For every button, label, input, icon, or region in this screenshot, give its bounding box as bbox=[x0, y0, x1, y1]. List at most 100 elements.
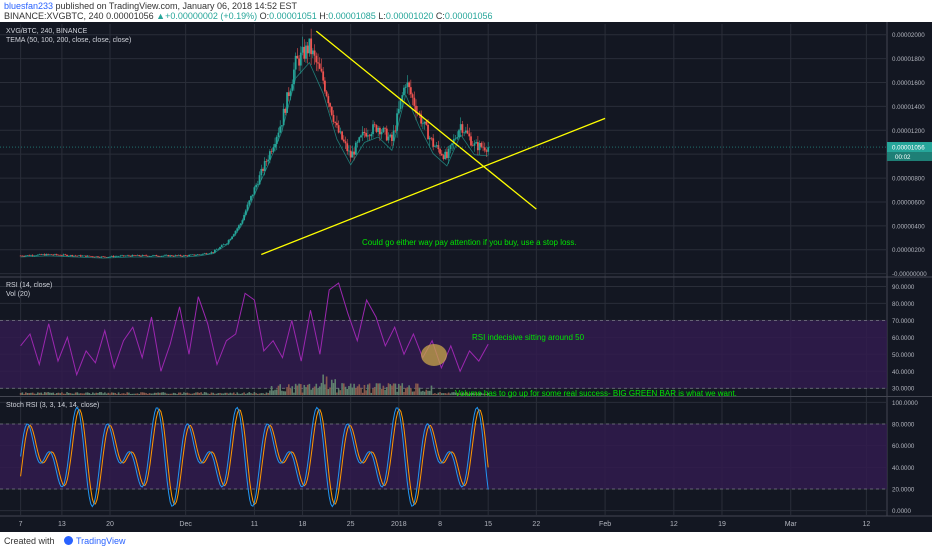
volume-bar bbox=[226, 392, 228, 395]
candle-body bbox=[356, 141, 359, 143]
publish-text: published on TradingView.com, January 06… bbox=[53, 1, 298, 11]
volume-bar bbox=[160, 392, 163, 395]
candle-body bbox=[485, 150, 488, 152]
volume-bar bbox=[434, 393, 436, 395]
volume-bar bbox=[398, 383, 400, 395]
candle-body bbox=[368, 135, 371, 137]
volume-bar bbox=[135, 393, 137, 395]
volume-bar bbox=[313, 386, 316, 395]
candle-body bbox=[454, 138, 457, 140]
last-time-label: 00:02 bbox=[895, 154, 911, 161]
volume-bar bbox=[162, 392, 165, 395]
volume-bar bbox=[265, 392, 268, 395]
candle-body bbox=[442, 155, 445, 159]
volume-bar bbox=[50, 392, 53, 395]
stoch-k-line bbox=[20, 406, 489, 508]
candle-body bbox=[129, 255, 132, 257]
y-tick-label: 0.00001800 bbox=[892, 56, 925, 63]
candle-body bbox=[353, 151, 356, 155]
volume-bar bbox=[367, 384, 369, 395]
author-link[interactable]: bluesfan233 bbox=[4, 1, 54, 11]
volume-bar bbox=[485, 393, 488, 395]
candle-body bbox=[471, 145, 474, 147]
volume-bar bbox=[83, 393, 86, 395]
tradingview-link[interactable]: TradingView bbox=[76, 536, 126, 546]
volume-bar bbox=[269, 390, 271, 395]
candle-body bbox=[195, 255, 197, 256]
candle-body bbox=[427, 124, 429, 140]
candle-body bbox=[408, 82, 411, 88]
candle-body bbox=[313, 50, 316, 56]
volume-bar bbox=[437, 392, 440, 395]
candle-body bbox=[349, 150, 352, 158]
y-tick-label: 40.0000 bbox=[892, 369, 915, 376]
volume-bar bbox=[260, 393, 263, 395]
volume-bar bbox=[257, 393, 259, 395]
candle-body bbox=[452, 139, 455, 144]
pane-title: XVG/BTC, 240, BINANCE bbox=[6, 28, 88, 35]
candle-body bbox=[136, 255, 139, 256]
volume-bar bbox=[88, 392, 91, 395]
volume-bar bbox=[54, 393, 56, 395]
candle-body bbox=[110, 255, 113, 257]
rsi-annotation: RSI indecisive sitting around 50 bbox=[472, 333, 585, 342]
candle-body bbox=[387, 136, 390, 141]
volume-bar bbox=[315, 383, 318, 395]
volume-bar bbox=[332, 383, 335, 395]
volume-bar bbox=[272, 390, 275, 395]
volume-bar bbox=[349, 383, 352, 395]
candle-body bbox=[105, 257, 108, 258]
volume-bar bbox=[220, 393, 223, 395]
volume-bar bbox=[303, 384, 306, 395]
candle-body bbox=[389, 134, 392, 137]
volume-bar bbox=[98, 392, 101, 395]
candle-body bbox=[294, 55, 297, 70]
volume-bar bbox=[279, 384, 281, 395]
candle-body bbox=[380, 131, 383, 135]
candle-body bbox=[50, 254, 53, 255]
volume-bar bbox=[468, 393, 471, 395]
candle-body bbox=[434, 146, 436, 147]
volume-bar bbox=[140, 392, 142, 395]
volume-bar bbox=[177, 392, 180, 395]
candle-body bbox=[107, 256, 110, 258]
candle-body bbox=[183, 255, 185, 257]
volume-bar bbox=[174, 393, 177, 395]
candle-body bbox=[470, 136, 472, 146]
volume-bar bbox=[478, 392, 481, 395]
candle-body bbox=[325, 91, 328, 97]
candle-body bbox=[241, 220, 244, 224]
volume-bar bbox=[169, 393, 171, 395]
candle-body bbox=[250, 195, 252, 201]
volume-bar bbox=[141, 392, 144, 395]
volume-bar bbox=[274, 389, 276, 395]
volume-bar bbox=[86, 392, 89, 395]
y-tick-label: 0.00001200 bbox=[892, 128, 925, 135]
candle-body bbox=[150, 255, 153, 257]
candle-body bbox=[391, 134, 393, 141]
candle-body bbox=[90, 256, 93, 257]
chart-canvas[interactable]: 0.00002000 0.00001800 0.00001600 0.00001400… bbox=[0, 22, 932, 532]
volume-bar bbox=[380, 388, 383, 395]
candle-body bbox=[23, 255, 25, 257]
candle-body bbox=[301, 46, 304, 53]
candle-body bbox=[140, 255, 142, 257]
candle-body bbox=[404, 86, 407, 88]
volume-bar bbox=[391, 385, 393, 395]
volume-bar bbox=[325, 376, 328, 395]
x-tick-label: 25 bbox=[347, 521, 355, 528]
volume-bar bbox=[353, 383, 355, 395]
volume-annotation: Volume has to go up for some real succes… bbox=[455, 389, 737, 398]
candle-body bbox=[236, 228, 239, 231]
candle-body bbox=[119, 255, 122, 257]
volume-bar bbox=[270, 386, 273, 395]
volume-bar bbox=[124, 393, 127, 395]
volume-bar bbox=[114, 392, 116, 395]
volume-bar bbox=[250, 393, 252, 395]
x-tick-label: 20 bbox=[106, 521, 114, 528]
candle-body bbox=[411, 94, 414, 98]
high-value: 0.00001085 bbox=[328, 11, 376, 21]
volume-bar bbox=[466, 392, 469, 395]
volume-bar bbox=[255, 393, 257, 395]
volume-bar bbox=[49, 392, 51, 395]
